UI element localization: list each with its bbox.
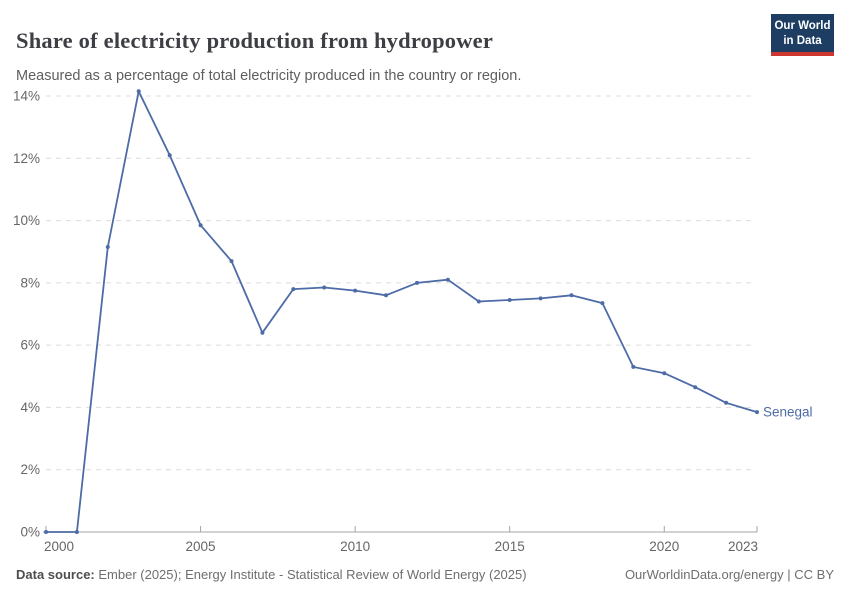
data-point[interactable] <box>291 287 296 292</box>
data-point[interactable] <box>136 89 141 94</box>
data-point[interactable] <box>507 298 512 302</box>
series-end-label[interactable]: Senegal <box>763 405 813 420</box>
y-axis-label: 14% <box>13 89 40 104</box>
x-axis-label: 2023 <box>728 539 758 554</box>
owid-logo-line2: in Data <box>783 34 822 47</box>
data-point[interactable] <box>476 299 481 304</box>
x-axis-label: 2005 <box>186 539 216 554</box>
data-point[interactable] <box>198 223 203 228</box>
data-point[interactable] <box>229 259 234 264</box>
y-axis-label: 6% <box>20 338 40 353</box>
data-point[interactable] <box>445 277 450 282</box>
data-point[interactable] <box>569 293 574 298</box>
y-axis-label: 10% <box>13 213 40 228</box>
data-point[interactable] <box>353 288 358 293</box>
data-point[interactable] <box>631 364 636 369</box>
series-line-senegal[interactable] <box>45 90 758 533</box>
y-axis-label: 8% <box>20 275 40 290</box>
data-point[interactable] <box>724 400 729 405</box>
y-axis-label: 12% <box>13 151 40 166</box>
chart-title: Share of electricity production from hyd… <box>16 28 494 54</box>
owid-logo-line1: Our World <box>774 20 831 32</box>
data-point[interactable] <box>105 245 110 249</box>
x-axis-label: 2015 <box>495 539 525 554</box>
data-point[interactable] <box>693 385 698 390</box>
credit-link[interactable]: OurWorldinData.org/energy | CC BY <box>624 567 834 582</box>
y-axis-label: 0% <box>20 525 40 540</box>
data-point[interactable] <box>662 371 667 376</box>
data-point[interactable] <box>384 293 388 298</box>
data-source-text: Ember (2025); Energy Institute - Statist… <box>94 567 527 582</box>
data-source-label: Data source: <box>16 567 95 582</box>
data-point[interactable] <box>260 330 265 335</box>
chart-footer: Data source: Ember (2025); Energy Instit… <box>16 567 834 582</box>
chart-subtitle: Measured as a percentage of total electr… <box>16 67 522 84</box>
y-axis-label: 4% <box>20 400 40 415</box>
data-source-note: Data source: Ember (2025); Energy Instit… <box>16 567 527 582</box>
y-axis-label: 2% <box>20 462 40 477</box>
data-point[interactable] <box>538 296 543 301</box>
data-point[interactable] <box>322 285 327 290</box>
data-point[interactable] <box>415 280 419 285</box>
data-point[interactable] <box>600 301 605 306</box>
data-point[interactable] <box>74 530 79 534</box>
data-point[interactable] <box>167 153 172 158</box>
data-point[interactable] <box>44 530 48 534</box>
x-axis-label: 2010 <box>340 539 370 554</box>
x-axis-label: 2020 <box>649 539 679 554</box>
owid-logo[interactable]: Our World in Data <box>771 14 834 57</box>
data-point[interactable] <box>755 410 759 415</box>
x-axis-label: 2000 <box>44 539 74 554</box>
